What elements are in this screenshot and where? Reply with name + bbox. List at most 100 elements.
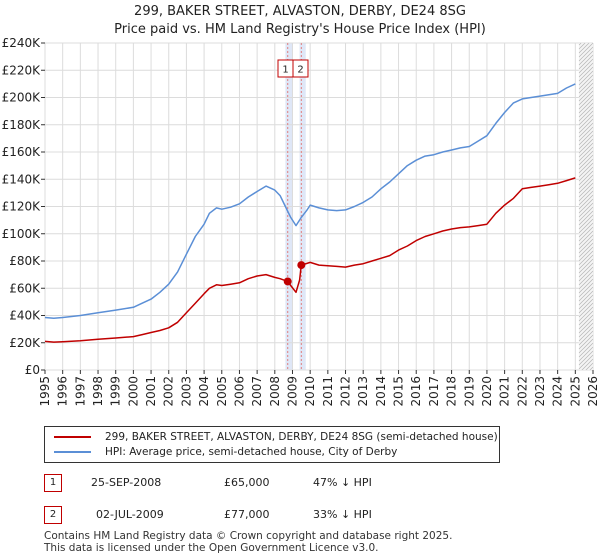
hatch-line (578, 302, 594, 318)
hatch-line (578, 306, 594, 322)
series-lines (44, 83, 576, 343)
x-tick-label: 2015 (392, 376, 406, 407)
hatch-line (578, 314, 594, 330)
hatch-line (578, 250, 594, 266)
hatch-line (578, 206, 594, 222)
chart-subtitle: Price paid vs. HM Land Registry's House … (114, 22, 486, 37)
hatch-line (579, 27, 593, 41)
hatch-line (585, 362, 594, 370)
transaction-lines (287, 43, 302, 370)
transaction-price: £77,000 (224, 508, 270, 521)
hatch-line (578, 186, 594, 202)
hatch-line (578, 330, 594, 346)
x-tick-label: 2002 (162, 376, 176, 407)
hatch-line (578, 254, 594, 270)
hatch-line (578, 154, 594, 170)
hatch-line (578, 262, 594, 278)
sale-point-marker (297, 261, 306, 270)
hatch-line (578, 270, 594, 286)
hatch-line (578, 54, 594, 70)
y-tick-label: £240K (2, 36, 42, 50)
hatch-line (578, 226, 594, 242)
hatch-line (578, 258, 594, 274)
y-tick-label: £40K (9, 309, 41, 323)
hatch-line (578, 74, 594, 90)
hatch-line (578, 190, 594, 206)
hatch-line (578, 282, 594, 298)
legend-item-hpi: HPI: Average price, semi-detached house,… (54, 445, 397, 459)
y-tick-label: £80K (9, 254, 41, 268)
x-tick-label: 2017 (427, 376, 441, 407)
hatch-line (578, 90, 594, 106)
hatch-line (578, 94, 594, 110)
sale-label-number: 1 (282, 65, 288, 76)
hatch-line (578, 234, 594, 250)
hatch-line (578, 318, 594, 334)
hatch-line (578, 78, 594, 94)
hatch-line (578, 346, 594, 362)
x-tick-label: 2019 (462, 376, 476, 407)
x-tick-label: 2020 (480, 376, 494, 407)
hatch-line (578, 110, 594, 126)
hatch-line (578, 266, 594, 282)
x-axis-ticks: 1995 1996 1997 1998 1999 2000 2001 2002 2003 2004… (38, 370, 600, 407)
hatch-line (578, 158, 594, 174)
hpi-line (44, 83, 576, 319)
legend-label-hpi: HPI: Average price, semi-detached house,… (105, 446, 398, 458)
y-tick-label: £100K (2, 227, 42, 241)
hatch-line (578, 118, 594, 134)
transaction-number-badge: 2 (44, 506, 62, 524)
hatch-line (578, 182, 594, 198)
x-tick-label: 2004 (197, 376, 211, 407)
x-tick-label: 2013 (356, 376, 370, 407)
hatch-line (578, 322, 594, 338)
hatch-line (578, 70, 594, 86)
y-tick-label: £180K (2, 118, 42, 132)
hatch-line (578, 162, 594, 178)
x-tick-label: 2001 (144, 376, 158, 407)
x-tick-label: 2006 (232, 376, 246, 407)
sale-label-number: 2 (297, 65, 303, 76)
y-tick-label: £0 (25, 363, 40, 377)
x-tick-label: 2008 (268, 376, 282, 407)
y-tick-label: £220K (2, 63, 42, 77)
hatch-line (578, 218, 594, 234)
hatch-line (578, 290, 594, 306)
hatch-line (578, 130, 594, 146)
x-tick-label: 2023 (533, 376, 547, 407)
hatch-line (578, 43, 590, 54)
hatch-line (578, 222, 594, 238)
hatch-line (589, 366, 594, 370)
legend-swatch-property (54, 436, 91, 438)
footer-copyright: Contains HM Land Registry data © Crown c… (44, 530, 453, 542)
hatch-line (578, 138, 594, 154)
hatch-line (578, 114, 594, 130)
x-tick-label: 1998 (91, 376, 105, 407)
x-tick-label: 2022 (515, 376, 529, 407)
hatch-line (578, 166, 594, 182)
hatch-line (578, 278, 594, 294)
hatch-line (578, 98, 594, 114)
x-tick-label: 2012 (339, 376, 353, 407)
footer: Contains HM Land Registry data © Crown c… (44, 530, 452, 554)
x-tick-label: 2003 (179, 376, 193, 407)
hatch-line (578, 102, 594, 118)
y-tick-label: £20K (9, 336, 41, 350)
hatch-line (578, 194, 594, 210)
hatch-line (578, 43, 594, 58)
x-tick-label: 1996 (56, 376, 70, 407)
hatch-line (578, 242, 594, 258)
hatch-line (578, 150, 594, 166)
sale-label-box (292, 59, 309, 78)
sale-points (283, 261, 306, 286)
transaction-date: 25-SEP-2008 (91, 476, 162, 489)
hatch-line (578, 122, 594, 138)
y-axis-ticks: £0 £20K £40K £60K £80K £100K £120K £140K £160K £1… (2, 36, 45, 377)
hatch-line (578, 310, 594, 326)
hatch-line (578, 274, 594, 290)
hatch-line (578, 286, 594, 302)
x-tick-label: 2011 (321, 376, 335, 407)
hatch-line (578, 58, 594, 74)
hatch-line (578, 142, 594, 158)
x-tick-label: 1995 (38, 376, 52, 407)
